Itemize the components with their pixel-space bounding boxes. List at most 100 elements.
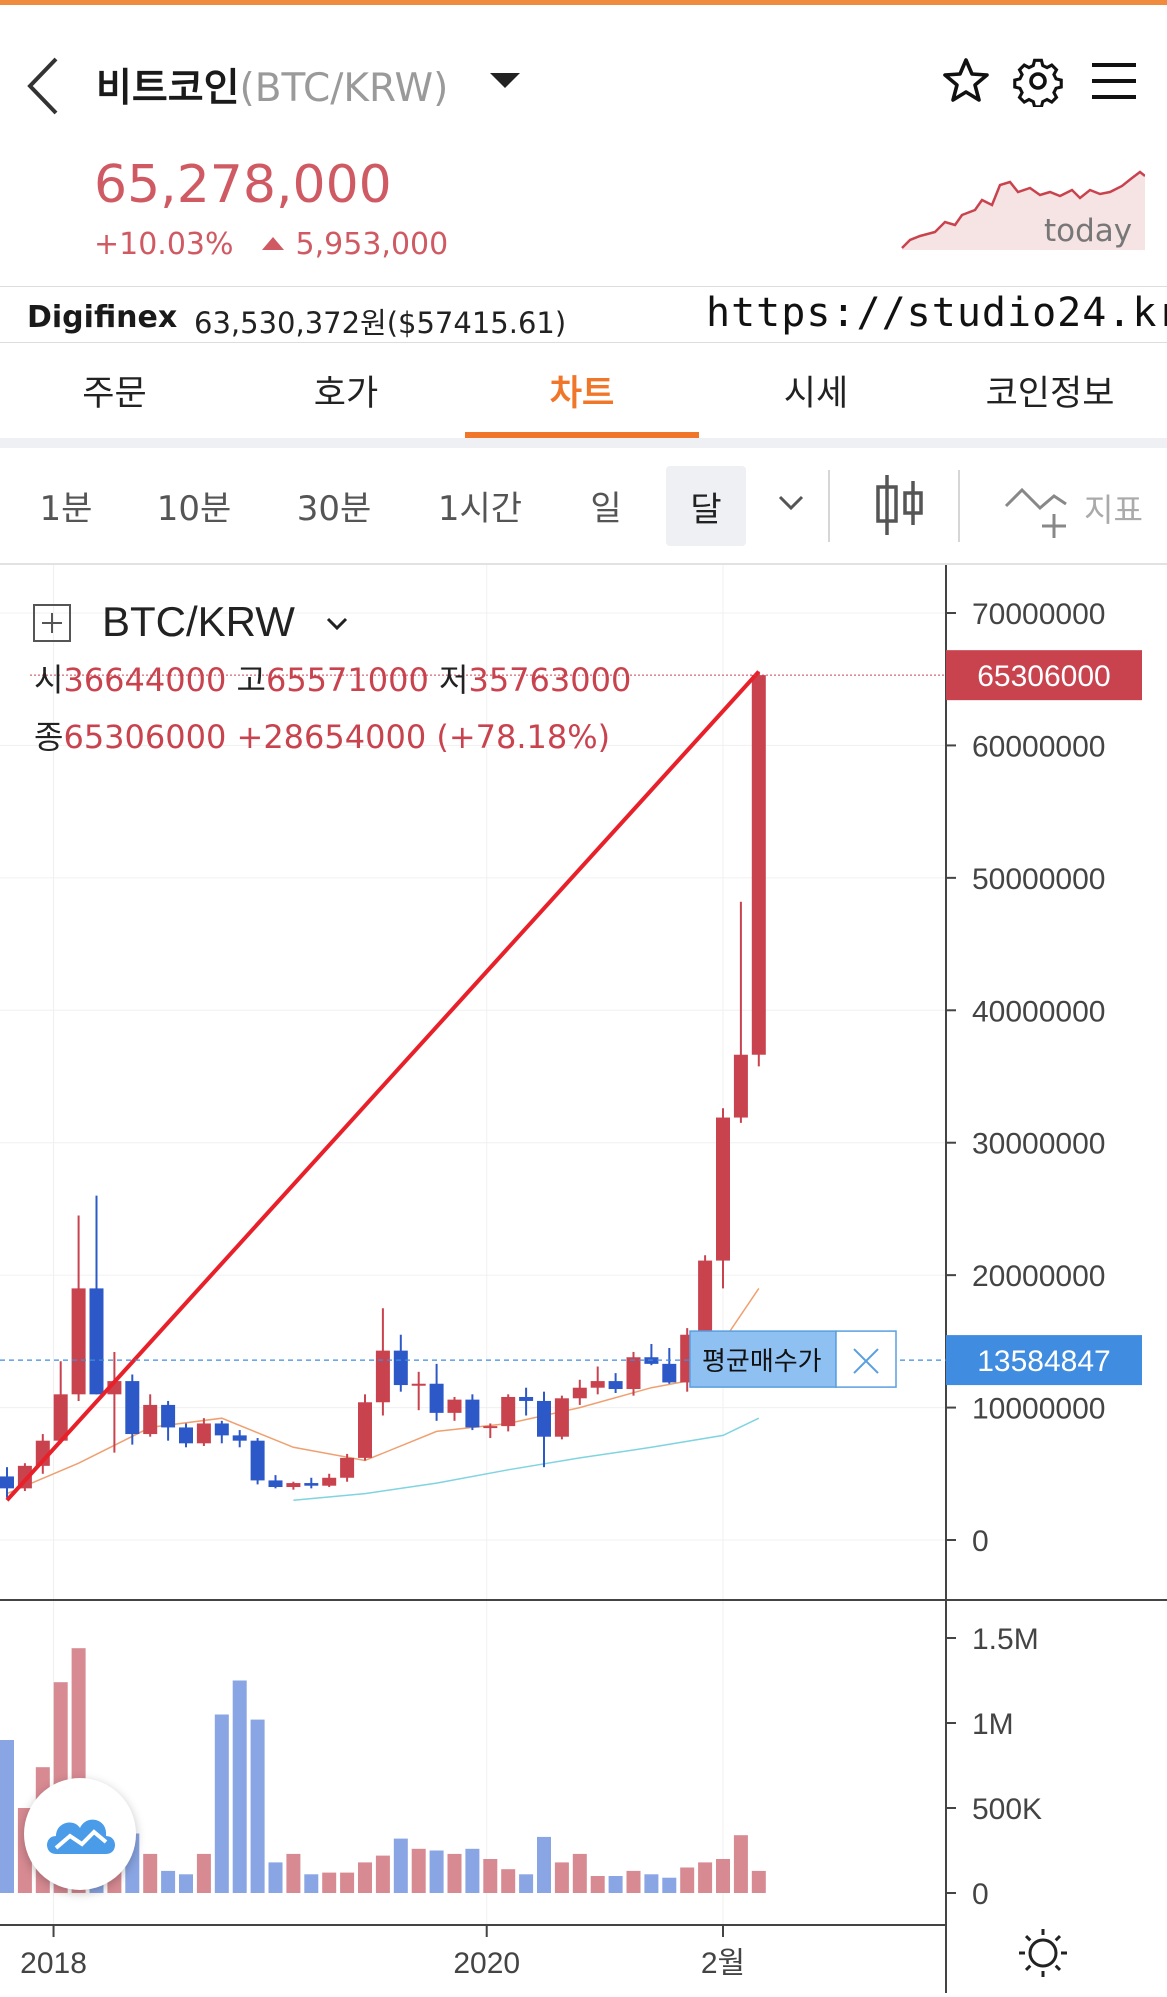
candle-body [214,1423,229,1436]
volume-bar [698,1862,713,1893]
back-arrow-icon[interactable] [22,53,68,119]
volume-bar [429,1850,444,1893]
volume-bar [662,1877,677,1893]
candle-body [89,1288,104,1395]
tab-coin-info[interactable]: 코인정보 [985,373,1115,414]
current-price: 65,278,000 [94,155,392,215]
volume-bar [143,1853,158,1893]
chevron-down-icon [326,617,348,631]
candle-body [447,1399,462,1413]
volume-bar [751,1870,766,1893]
cloud-chart-icon [47,1819,115,1854]
volume-bar [161,1870,176,1893]
volume-bar [483,1859,498,1893]
volume-bar [572,1853,587,1893]
interval-month[interactable]: 달 [666,466,746,546]
volume-bar [716,1859,730,1893]
tab-chart[interactable]: 차트 [465,342,699,438]
ohlc-change: +28654000 (+78.18%) [237,718,611,756]
interval-1hour[interactable]: 1시간 [437,489,523,529]
candlestick-type-icon[interactable] [870,473,930,537]
header-divider [0,286,1167,287]
menu-icon[interactable] [1088,55,1140,107]
interval-separator [828,470,830,542]
coin-title[interactable]: 비트코인(BTC/KRW) [96,57,448,113]
x-tick-label: 2018 [20,1947,87,1980]
up-triangle-icon [261,237,284,250]
candle-body [519,1396,534,1401]
candle-body [304,1483,319,1486]
gear-icon[interactable] [1012,55,1064,107]
volume-bar [0,1740,14,1893]
sparkline-chart [901,170,1145,250]
volume-bar [340,1872,355,1893]
candle-body [733,1054,748,1118]
tab-orderbook[interactable]: 호가 [313,373,379,414]
vol-y-tick-label: 500K [972,1793,1042,1826]
floating-cloud-button[interactable] [24,1778,136,1890]
volume-bar [537,1836,551,1893]
ohlc-low: 35763000 [468,661,631,699]
y-tick-label: 0 [972,1525,989,1558]
settings-sun-icon [1024,1934,1032,1942]
y-tick-label: 60000000 [972,730,1105,763]
interval-divider [0,563,1167,565]
candle-body [53,1394,68,1441]
candle-body [143,1404,158,1435]
star-icon[interactable] [940,55,992,107]
avg-price-label: 평균매수가 [702,1347,822,1377]
settings-sun-icon [1028,1938,1058,1968]
trendline [5,670,761,1502]
candle-body [232,1435,247,1441]
chart-area[interactable]: 70000000 60000000 50000000 40000000 30000000… [0,565,1167,1993]
volume-bar [214,1714,229,1893]
candle-body [537,1400,551,1437]
ohlc-line: 종65306000 +28654000 (+78.18%) [34,718,610,756]
interval-10min[interactable]: 10분 [156,489,232,529]
change-percent: +10.03% [94,227,234,262]
price-change: +10.03% 5,953,000 [94,227,448,262]
candle-body [375,1350,390,1403]
sparkline-label: today [1044,213,1133,249]
indicator-icon[interactable] [1002,478,1072,540]
candle-body [268,1480,283,1488]
indicator-label[interactable]: 지표 [1084,491,1143,529]
interval-1min[interactable]: 1분 [39,489,93,529]
chevron-down-icon[interactable] [776,493,806,513]
y-tick-label: 40000000 [972,995,1105,1028]
candle-body [393,1350,408,1386]
candle-body [196,1423,211,1444]
candle-body [340,1457,355,1478]
x-tick-label: 2월 [701,1947,745,1980]
candle-body [751,675,766,1055]
exchange-divider [0,342,1167,343]
candle-body [322,1477,337,1486]
watermark-text: https://studio24.kr [706,290,1167,336]
candle-body [483,1426,498,1429]
top-accent-bar [0,0,1167,5]
vol-y-tick-label: 1.5M [972,1623,1039,1656]
tab-bar: 주문 호가 차트 시세 코인정보 [0,342,1167,438]
price-chart-svg[interactable]: 70000000 60000000 50000000 40000000 30000000… [0,565,1167,1993]
coin-name: 비트코인 [96,66,240,111]
candle-body [662,1363,677,1383]
coin-select-dropdown-icon[interactable] [490,73,520,88]
candle-body [0,1476,14,1489]
x-tick-label: 2020 [453,1947,520,1980]
candle-body [125,1381,140,1435]
candle-body [465,1399,480,1428]
ohlc-close: 65306000 [63,718,236,756]
tab-separator [0,438,1167,448]
candle-body [501,1396,516,1427]
vol-y-tick-label: 1M [972,1708,1014,1741]
tab-price[interactable]: 시세 [783,373,849,414]
ohlc-high: 65571000 [266,661,439,699]
volume-bar [644,1874,659,1893]
interval-30min[interactable]: 30분 [296,489,372,529]
volume-bar [411,1848,426,1893]
current-price-tag-label: 65306000 [977,660,1110,693]
volume-bar [322,1872,337,1893]
tab-order[interactable]: 주문 [82,373,147,414]
interval-day[interactable]: 일 [590,489,622,529]
volume-bar [501,1869,516,1893]
